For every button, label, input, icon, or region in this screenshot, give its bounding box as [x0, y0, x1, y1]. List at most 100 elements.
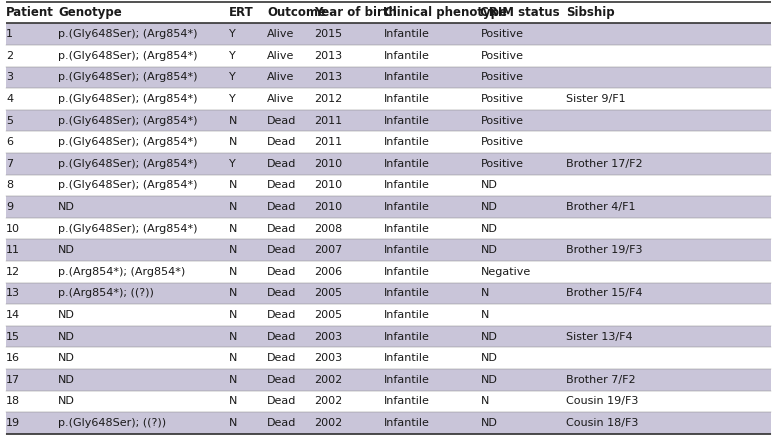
Text: p.(Gly648Ser); (Arg854*): p.(Gly648Ser); (Arg854*) — [58, 181, 198, 191]
Text: 2002: 2002 — [314, 418, 342, 428]
Text: Infantile: Infantile — [384, 418, 429, 428]
Text: p.(Gly648Ser); (Arg854*): p.(Gly648Ser); (Arg854*) — [58, 224, 198, 234]
Text: 8: 8 — [6, 181, 13, 191]
Text: Infantile: Infantile — [384, 51, 429, 61]
Text: N: N — [229, 353, 237, 363]
Text: Infantile: Infantile — [384, 245, 429, 255]
Text: Patient: Patient — [6, 6, 54, 19]
Text: ND: ND — [58, 375, 75, 385]
Text: Dead: Dead — [267, 375, 297, 385]
Text: p.(Gly648Ser); (Arg854*): p.(Gly648Ser); (Arg854*) — [58, 159, 198, 169]
Text: Infantile: Infantile — [384, 159, 429, 169]
Text: Infantile: Infantile — [384, 94, 429, 104]
Text: N: N — [229, 418, 237, 428]
Bar — [6, 283, 771, 304]
Text: 2015: 2015 — [314, 29, 342, 39]
Text: 2010: 2010 — [314, 202, 342, 212]
Text: 2010: 2010 — [314, 159, 342, 169]
Text: 14: 14 — [6, 310, 20, 320]
Text: Infantile: Infantile — [384, 181, 429, 191]
Bar — [6, 326, 771, 347]
Text: N: N — [229, 137, 237, 147]
Text: ND: ND — [480, 181, 498, 191]
Text: Brother 4/F1: Brother 4/F1 — [566, 202, 636, 212]
Text: 2013: 2013 — [314, 72, 342, 82]
Text: p.(Gly648Ser); (Arg854*): p.(Gly648Ser); (Arg854*) — [58, 29, 198, 39]
Bar — [6, 369, 771, 391]
Text: Dead: Dead — [267, 310, 297, 320]
Text: Infantile: Infantile — [384, 137, 429, 147]
Text: ND: ND — [58, 202, 75, 212]
Text: Positive: Positive — [480, 72, 523, 82]
Text: Alive: Alive — [267, 51, 294, 61]
Text: Infantile: Infantile — [384, 267, 429, 277]
Text: 18: 18 — [6, 396, 20, 406]
Text: Y: Y — [229, 29, 236, 39]
Text: N: N — [480, 396, 489, 406]
Text: Infantile: Infantile — [384, 29, 429, 39]
Text: Alive: Alive — [267, 72, 294, 82]
Text: ND: ND — [58, 332, 75, 341]
Text: ERT: ERT — [229, 6, 253, 19]
Text: 2002: 2002 — [314, 375, 342, 385]
Bar — [6, 67, 771, 88]
Text: Dead: Dead — [267, 224, 297, 234]
Text: 2008: 2008 — [314, 224, 342, 234]
Text: ND: ND — [480, 245, 498, 255]
Text: N: N — [480, 310, 489, 320]
Text: Cousin 18/F3: Cousin 18/F3 — [566, 418, 638, 428]
Text: 7: 7 — [6, 159, 13, 169]
Text: CRIM status: CRIM status — [480, 6, 560, 19]
Text: Dead: Dead — [267, 418, 297, 428]
Text: 15: 15 — [6, 332, 20, 341]
Text: Infantile: Infantile — [384, 353, 429, 363]
Text: Positive: Positive — [480, 159, 523, 169]
Text: Outcome: Outcome — [267, 6, 326, 19]
Text: Dead: Dead — [267, 288, 297, 298]
Text: p.(Arg854*); ((?)): p.(Arg854*); ((?)) — [58, 288, 154, 298]
Text: 2005: 2005 — [314, 310, 342, 320]
Text: 12: 12 — [6, 267, 20, 277]
Text: N: N — [229, 396, 237, 406]
Text: 2006: 2006 — [314, 267, 342, 277]
Text: Brother 15/F4: Brother 15/F4 — [566, 288, 642, 298]
Text: Clinical phenotype: Clinical phenotype — [384, 6, 507, 19]
Text: Infantile: Infantile — [384, 310, 429, 320]
Text: 17: 17 — [6, 375, 20, 385]
Text: Positive: Positive — [480, 137, 523, 147]
Text: 2012: 2012 — [314, 94, 342, 104]
Bar — [6, 196, 771, 218]
Text: 6: 6 — [6, 137, 13, 147]
Bar — [6, 412, 771, 434]
Text: p.(Arg854*); (Arg854*): p.(Arg854*); (Arg854*) — [58, 267, 185, 277]
Text: N: N — [229, 202, 237, 212]
Text: ND: ND — [480, 375, 498, 385]
Text: Infantile: Infantile — [384, 375, 429, 385]
Text: Infantile: Infantile — [384, 224, 429, 234]
Text: ND: ND — [58, 245, 75, 255]
Text: Positive: Positive — [480, 29, 523, 39]
Text: Genotype: Genotype — [58, 6, 122, 19]
Text: 16: 16 — [6, 353, 20, 363]
Text: 2003: 2003 — [314, 332, 342, 341]
Text: 2005: 2005 — [314, 288, 342, 298]
Text: 13: 13 — [6, 288, 20, 298]
Text: 2: 2 — [6, 51, 13, 61]
Text: N: N — [229, 375, 237, 385]
Text: Brother 19/F3: Brother 19/F3 — [566, 245, 642, 255]
Text: Dead: Dead — [267, 116, 297, 126]
Text: N: N — [229, 181, 237, 191]
Bar — [6, 153, 771, 174]
Text: Infantile: Infantile — [384, 396, 429, 406]
Text: N: N — [480, 288, 489, 298]
Text: ND: ND — [480, 418, 498, 428]
Text: Sibship: Sibship — [566, 6, 615, 19]
Text: 1: 1 — [6, 29, 13, 39]
Bar — [6, 24, 771, 45]
Text: 2003: 2003 — [314, 353, 342, 363]
Text: N: N — [229, 245, 237, 255]
Text: Positive: Positive — [480, 51, 523, 61]
Text: Infantile: Infantile — [384, 202, 429, 212]
Text: ND: ND — [58, 396, 75, 406]
Text: Dead: Dead — [267, 396, 297, 406]
